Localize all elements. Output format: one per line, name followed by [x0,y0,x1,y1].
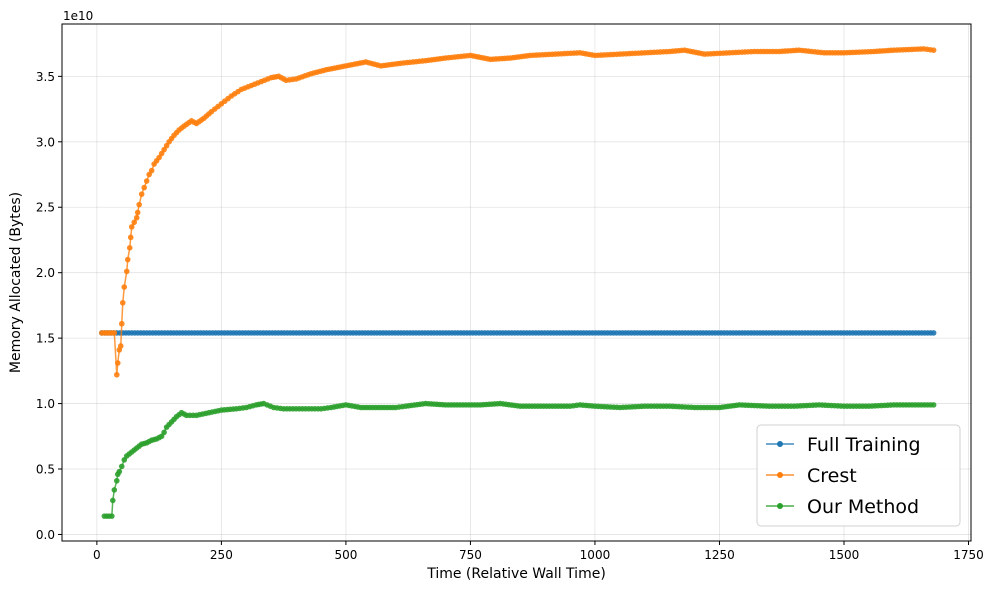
legend-marker [777,472,783,478]
legend-item: Crest [766,465,857,487]
data-point [113,371,120,378]
data-point [134,209,141,216]
data-point [161,429,167,436]
legend: Full Training Crest Our Method [756,424,961,527]
y-axis-label: Memory Allocated (Bytes) [8,192,24,373]
data-point [930,402,937,408]
y-tick-label: 3.5 [36,70,55,84]
y-tick-label: 2.5 [36,201,55,215]
series-layer [99,46,937,519]
data-point [123,268,130,275]
data-point [126,245,133,251]
legend-label: Crest [807,465,857,487]
plot-frame [61,23,972,542]
x-tick-label: 1500 [829,548,860,562]
x-tick-label: 1000 [580,548,611,562]
legend-label: Our Method [807,496,919,518]
axis-ticks: 0 250 500 750 1000 1250 1500 1750 0.0 0.5 1.0 1.5 2.… [36,70,984,562]
y-offset-label: 1e10 [63,9,93,23]
data-point [930,330,937,336]
legend-marker [777,503,783,509]
data-point [136,201,142,208]
data-point [133,214,140,221]
x-tick-label: 250 [210,548,233,562]
data-point [930,47,937,53]
y-tick-label: 0.0 [36,528,55,542]
y-tick-label: 2.0 [36,266,55,280]
x-tick-label: 1750 [953,548,984,562]
series-full-training [99,330,937,336]
data-point [121,284,128,290]
data-point [114,360,121,366]
series-crest [99,46,937,378]
data-point [119,299,126,306]
legend-item: Our Method [766,496,919,518]
data-point [148,167,155,174]
legend-marker [777,441,783,447]
y-tick-label: 1.5 [36,332,55,346]
legend-item: Full Training [766,434,921,456]
legend-label: Full Training [807,434,921,456]
legend-box [756,424,961,527]
data-point [141,184,147,191]
data-point [117,343,124,349]
data-point [113,477,120,484]
data-point [138,191,145,197]
data-point [124,256,131,263]
data-point [128,224,135,230]
data-point [116,468,123,475]
x-tick-label: 750 [459,548,482,562]
data-point [127,234,134,241]
data-point [110,497,116,504]
y-tick-label: 1.0 [36,397,55,411]
data-point [111,330,118,336]
data-point [143,178,150,184]
y-tick-label: 3.0 [36,135,55,149]
data-point [111,487,118,493]
data-point [131,219,138,226]
x-tick-label: 500 [334,548,357,562]
series-our-method [101,400,937,519]
data-point [118,463,125,470]
data-point [118,320,125,327]
x-tick-label: 1250 [704,548,735,562]
x-axis-label: Time (Relative Wall Time) [426,566,606,582]
x-tick-label: 0 [93,548,101,562]
data-point [109,513,115,519]
y-tick-label: 0.5 [36,463,55,477]
